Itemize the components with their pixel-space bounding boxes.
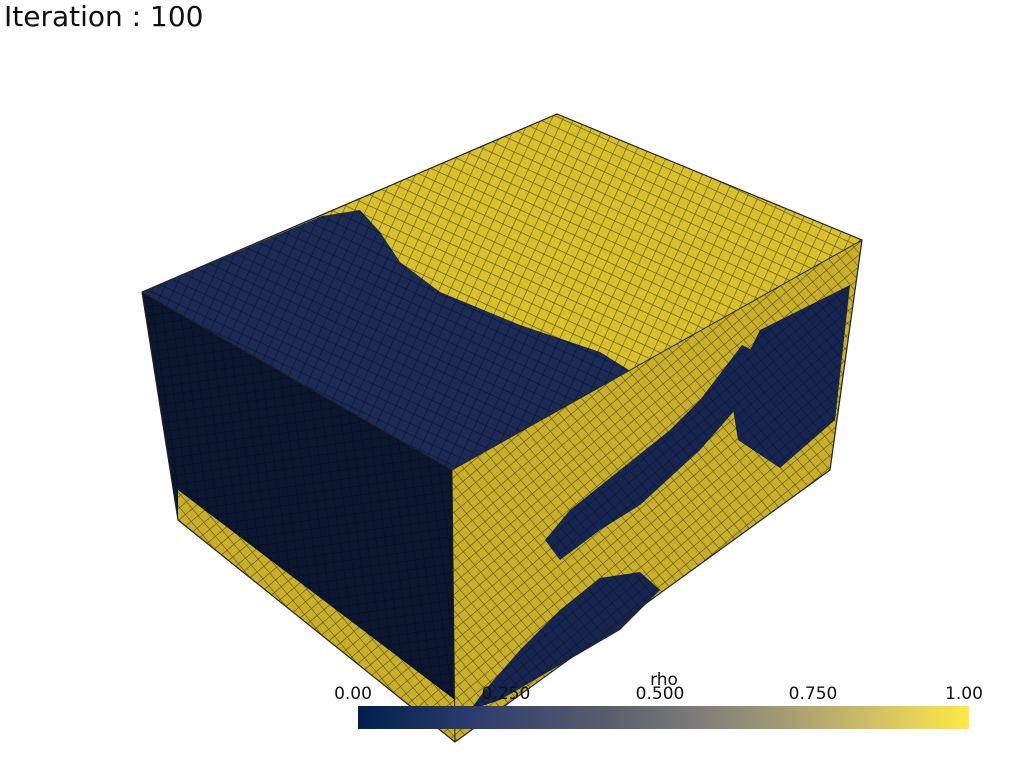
colorbar-tick-1: 0.250 (481, 684, 531, 704)
colorbar-title: rho (650, 670, 678, 690)
top-face-void-region (142, 210, 632, 470)
front-edge (451, 469, 456, 743)
colorbar-tick-4: 1.00 (945, 684, 983, 704)
iteration-title: Iteration : 100 (4, 0, 204, 33)
front-face-solid-band (178, 490, 455, 742)
colorbar-tick-3: 0.750 (788, 684, 838, 704)
right-face-void-large (730, 285, 850, 468)
right-face-void-diag (545, 345, 756, 560)
colorbar (358, 706, 969, 729)
right-face-void-lower (470, 572, 660, 710)
front-face (142, 292, 455, 742)
top-right-edge (451, 239, 863, 471)
top-front-edge (141, 291, 453, 471)
colorbar-tick-0: 0.00 (334, 684, 372, 704)
box-edges (141, 113, 863, 743)
colorbar-tick-2: 0.500 (635, 684, 685, 704)
